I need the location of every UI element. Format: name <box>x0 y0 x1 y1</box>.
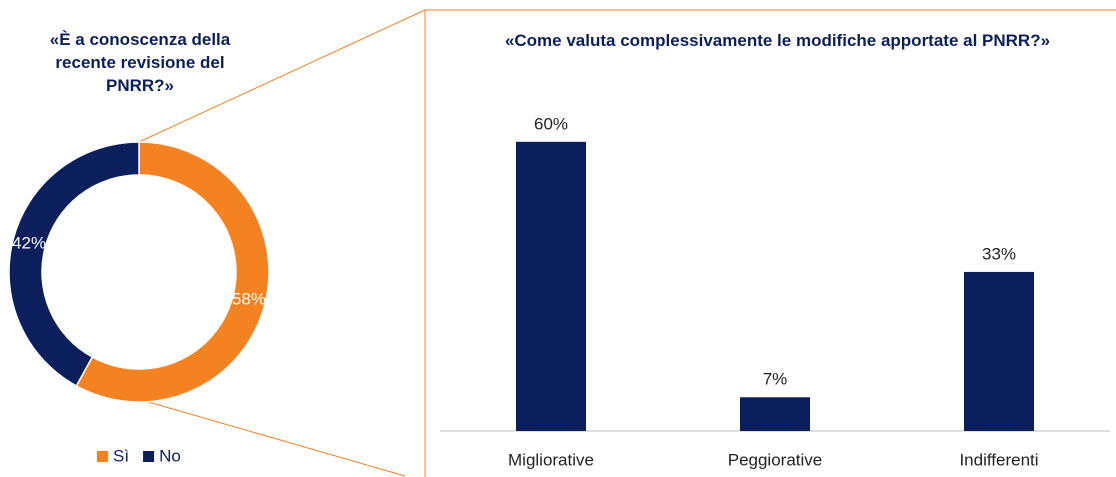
legend-swatch <box>143 451 155 462</box>
legend-label: Sì <box>113 446 129 465</box>
data-label: 60% <box>534 114 568 133</box>
bar-title: «Come valuta complessivamente le modific… <box>504 31 1051 50</box>
x-tick-label: Indifferenti <box>959 450 1038 469</box>
legend-swatch <box>97 451 108 462</box>
legend-label: No <box>159 446 181 465</box>
connector <box>138 9 426 143</box>
donut-slice <box>75 141 270 403</box>
data-label: 33% <box>982 244 1016 263</box>
bar <box>516 141 586 432</box>
donut-title: «È a conoscenza della recente revisione … <box>49 30 231 95</box>
x-tick-label: Peggiorative <box>728 450 823 469</box>
x-tick-label: Migliorative <box>508 450 594 469</box>
bar <box>964 271 1034 431</box>
data-label: 58% <box>232 290 266 309</box>
connector <box>144 400 406 477</box>
data-label: 42% <box>12 233 46 252</box>
bar <box>740 397 810 431</box>
donut-slice <box>8 141 140 387</box>
data-label: 7% <box>763 370 788 389</box>
